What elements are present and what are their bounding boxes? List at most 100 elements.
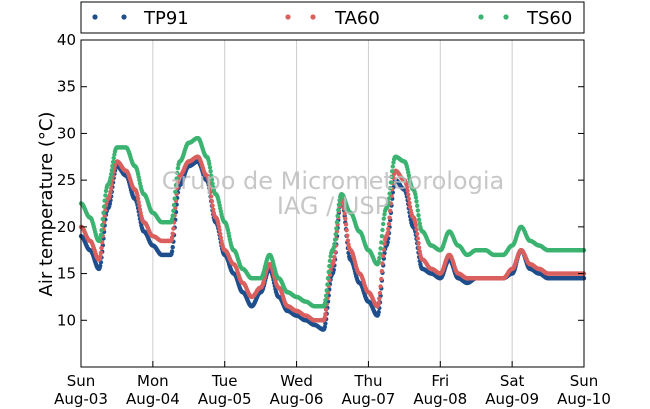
data-point <box>107 201 113 206</box>
data-point <box>170 231 175 236</box>
data-point <box>136 200 141 205</box>
data-point <box>379 240 384 245</box>
data-point <box>388 180 394 185</box>
data-point <box>331 245 336 250</box>
x-tick-date: Aug-03 <box>54 390 108 408</box>
x-tick-day: Fri <box>431 372 449 390</box>
y-tick-label: 30 <box>57 124 76 142</box>
data-point <box>101 204 107 209</box>
data-point <box>407 204 413 210</box>
data-point <box>341 206 347 211</box>
data-point <box>336 202 342 207</box>
data-point <box>379 269 385 274</box>
data-point <box>98 254 103 259</box>
data-point <box>322 301 327 306</box>
watermark-line-1: Grupo de Micrometeorologia <box>162 167 504 195</box>
data-point <box>323 312 328 317</box>
data-point <box>415 203 420 208</box>
x-tick-date: Aug-05 <box>198 390 252 408</box>
legend-marker <box>310 14 316 20</box>
data-point <box>378 284 383 289</box>
data-point <box>109 172 114 177</box>
x-tick-day: Thu <box>353 372 382 390</box>
data-point <box>208 169 213 174</box>
legend-frame <box>80 1 585 34</box>
data-point <box>210 181 215 186</box>
data-point <box>414 199 419 204</box>
data-point <box>218 231 223 237</box>
vertical-gridlines <box>152 40 513 367</box>
data-point <box>325 282 330 287</box>
data-point <box>170 245 175 250</box>
data-point <box>416 217 422 222</box>
data-point <box>345 233 350 238</box>
legend-marker <box>478 14 484 20</box>
y-tick-label: 15 <box>57 265 76 283</box>
data-point <box>381 253 386 259</box>
data-point <box>103 188 109 194</box>
data-point <box>170 213 175 218</box>
data-point <box>388 186 393 191</box>
data-point <box>98 232 104 237</box>
data-point <box>209 194 214 199</box>
data-point <box>417 221 422 226</box>
y-axis-label: Air temperature (°C) <box>36 112 57 297</box>
data-point <box>216 224 222 229</box>
series-points <box>78 135 587 332</box>
data-point <box>415 236 420 241</box>
data-point <box>386 196 392 201</box>
legend-label-ts60: TS60 <box>526 8 572 29</box>
data-point <box>135 196 141 201</box>
data-point <box>207 165 213 170</box>
y-tick-label: 25 <box>57 171 76 189</box>
data-point <box>323 293 329 298</box>
data-point <box>386 226 391 232</box>
data-point <box>377 290 383 296</box>
data-point <box>381 221 386 227</box>
data-point <box>322 315 327 320</box>
x-axis-ticks: SunAug-03MonAug-04TueAug-05WedAug-06ThuA… <box>54 361 611 408</box>
data-point <box>345 238 351 243</box>
watermark-line-2: IAG / USP <box>277 192 389 220</box>
data-point <box>325 276 331 281</box>
data-point <box>337 198 342 203</box>
data-point <box>417 249 422 254</box>
data-point <box>217 228 222 233</box>
data-point <box>110 159 116 165</box>
data-point <box>333 232 338 237</box>
data-point <box>376 259 381 264</box>
data-point <box>169 235 175 240</box>
data-point <box>377 296 382 301</box>
data-point <box>137 203 142 208</box>
legend-marker <box>121 14 127 20</box>
data-point <box>171 226 176 231</box>
series-ts60 <box>78 135 587 309</box>
data-point <box>173 182 179 188</box>
watermark: Grupo de Micrometeorologia IAG / USP <box>162 167 504 220</box>
data-point <box>209 199 215 204</box>
x-tick-date: Aug-09 <box>485 390 539 408</box>
x-tick-day: Tue <box>211 372 238 390</box>
data-point <box>331 267 336 273</box>
data-point <box>336 207 341 213</box>
data-point <box>98 235 103 241</box>
data-point <box>390 164 395 169</box>
data-point <box>407 200 412 206</box>
data-point <box>415 231 420 237</box>
data-point <box>169 249 175 254</box>
data-point <box>334 220 340 225</box>
data-point <box>387 191 392 196</box>
data-point <box>218 235 224 240</box>
data-point <box>385 230 390 236</box>
data-point <box>406 192 411 197</box>
y-tick-label: 20 <box>57 218 76 236</box>
data-point <box>207 181 212 186</box>
data-point <box>108 175 113 180</box>
data-point <box>326 269 331 275</box>
data-point <box>405 188 410 193</box>
data-point <box>328 254 333 259</box>
data-point <box>110 163 115 169</box>
data-point <box>378 246 383 251</box>
data-point <box>100 222 105 228</box>
data-point <box>331 258 336 264</box>
